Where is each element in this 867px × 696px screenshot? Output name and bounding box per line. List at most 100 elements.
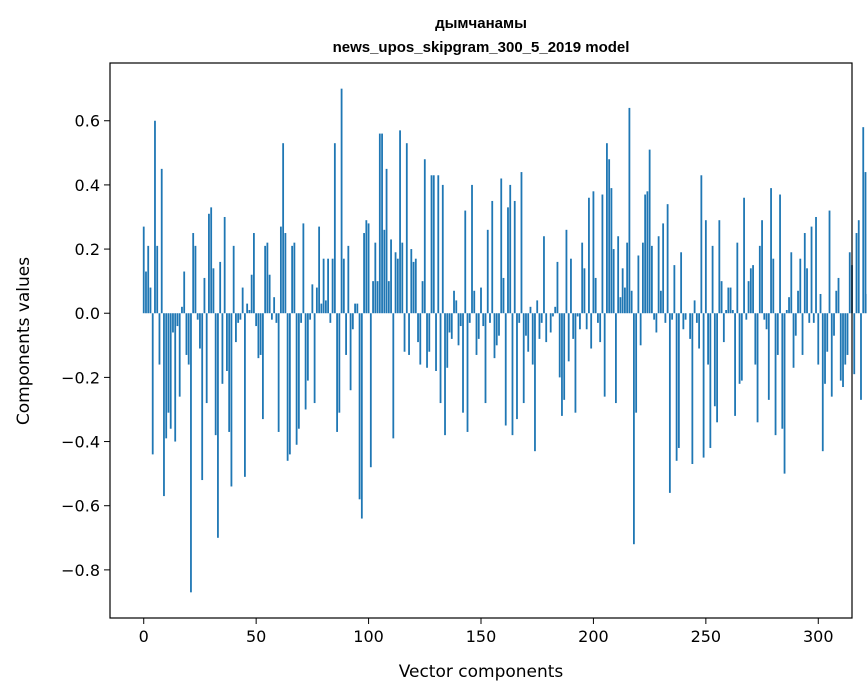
bar [349,313,352,391]
bar [606,143,608,314]
bar [556,261,559,314]
bar [704,220,707,314]
bar [675,313,678,461]
bar [797,290,799,314]
bar [266,242,269,314]
bar [788,297,790,314]
bar [718,220,721,314]
bar [565,229,568,314]
x-axis-label: Vector components [399,662,564,682]
bar [423,159,426,314]
bar [590,313,593,349]
bar [468,313,471,323]
bar [538,313,541,339]
bar [327,258,329,314]
bar [767,313,770,400]
bars-group [142,88,867,593]
bar [441,184,444,314]
bar [734,313,736,416]
bar [711,245,714,314]
y-tick-label: −0.8 [61,561,100,580]
bar [682,313,685,330]
bar [592,191,595,314]
bar [304,313,307,410]
bar [511,313,514,436]
bar [745,313,748,320]
bar [536,300,539,314]
bar [713,313,716,407]
bar [817,313,820,365]
bar [857,220,860,314]
bar [801,313,804,355]
bar [185,313,188,355]
bar [830,313,833,397]
bar [495,313,498,346]
bar [453,290,455,314]
bar [257,313,260,359]
bar [376,281,379,314]
bar [167,313,170,413]
bar [624,287,626,314]
bar [426,313,428,368]
bar [331,258,334,314]
bar [702,313,705,458]
bar [707,313,709,365]
bar [653,313,656,320]
bar [396,258,399,314]
bar [597,313,599,323]
bar [799,258,802,314]
bar [259,313,262,355]
bar [149,287,152,314]
bar [520,172,523,314]
bar [432,175,435,314]
bar [848,252,851,314]
bar [666,204,669,314]
bar [558,313,561,378]
bar [223,216,226,314]
bar [630,290,633,314]
bar [250,274,253,314]
bar [727,287,730,314]
bar [160,168,163,314]
bar [329,313,332,323]
bar [480,287,482,314]
bar [837,277,840,314]
bar [226,313,228,371]
bar [414,258,417,314]
bar [190,313,192,593]
bar [306,313,309,381]
bar [187,313,190,365]
bar [262,313,264,420]
bar [648,149,651,314]
bar [567,313,570,362]
bar [151,313,154,455]
bar [354,303,356,314]
bar [698,313,700,349]
bar [430,175,433,314]
bar [228,313,231,432]
y-tick-label: −0.2 [61,368,100,387]
bar [540,313,543,323]
bar [493,313,496,359]
y-axis-label: Components values [14,257,34,425]
bar [709,313,712,448]
bar [736,242,739,314]
bar [561,313,563,416]
bar [145,271,147,314]
bar [214,313,217,436]
bar [842,313,844,388]
bar [372,281,374,314]
bar [664,313,667,323]
bar [358,313,361,500]
bar [165,313,168,439]
bar [633,313,635,545]
bar [268,274,271,314]
bar [518,313,521,323]
bar [333,143,336,314]
bar [810,226,813,314]
bar [828,210,831,314]
bar [437,175,440,314]
bar [484,313,487,404]
bar [534,313,536,452]
